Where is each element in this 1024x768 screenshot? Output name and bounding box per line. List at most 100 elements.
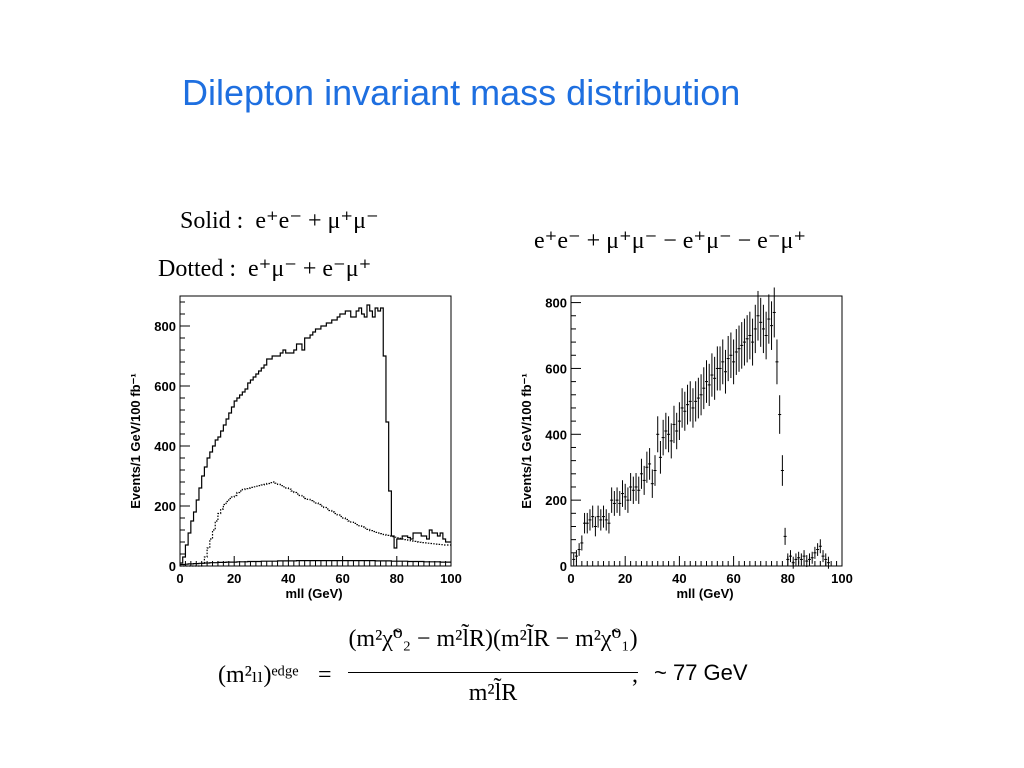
data-point [615, 487, 619, 513]
plot-frame [570, 295, 843, 567]
data-point [675, 412, 679, 450]
data-point [686, 384, 690, 425]
data-point [710, 353, 714, 397]
data-point [767, 294, 771, 344]
y-tick-label: 0 [169, 559, 176, 574]
data-point [715, 346, 719, 391]
data-point [789, 550, 793, 563]
data-point [770, 301, 774, 350]
data-point [764, 311, 768, 360]
data-point [756, 290, 760, 341]
data-point [661, 419, 665, 456]
data-point [702, 367, 706, 410]
data-point [691, 388, 695, 428]
data-point [658, 440, 662, 474]
legend-solid-label: Solid : [180, 208, 244, 234]
data-point [751, 318, 755, 366]
data-point [813, 546, 817, 559]
data-point [629, 473, 633, 501]
data-point [824, 553, 828, 566]
x-tick-label: 20 [618, 571, 632, 586]
y-tick-label: 600 [154, 379, 176, 394]
y-tick-label: 800 [154, 319, 176, 334]
data-point [596, 505, 600, 528]
x-tick-label: 40 [281, 571, 295, 586]
x-tick-label: 0 [567, 571, 574, 586]
data-point [610, 487, 614, 513]
data-point [807, 553, 811, 566]
data-point [775, 339, 779, 385]
data-point [669, 423, 673, 459]
data-point [642, 465, 646, 495]
formula-fraction-bar [348, 672, 638, 673]
data-point [577, 543, 581, 556]
x-tick-label: 60 [335, 571, 349, 586]
data-point [680, 388, 684, 428]
data-point [607, 512, 611, 534]
data-point [580, 535, 584, 551]
data-point [726, 335, 730, 382]
data-point [672, 405, 676, 444]
x-tick-label: 80 [390, 571, 404, 586]
x-tick-label: 100 [440, 571, 462, 586]
data-point [826, 556, 830, 569]
data-point [696, 377, 700, 419]
data-point [591, 505, 595, 528]
data-point [786, 553, 790, 566]
data-point [574, 550, 578, 563]
y-axis-label: Events/1 GeV/100 fb⁻¹ [519, 373, 534, 508]
data-point [645, 451, 649, 483]
y-tick-label: 400 [154, 439, 176, 454]
data-point [761, 304, 765, 354]
data-point [572, 553, 576, 566]
x-tick-label: 60 [726, 571, 740, 586]
legend-difference-expr: e⁺e⁻ + μ⁺μ⁻ − e⁺μ⁻ − e⁻μ⁺ [534, 228, 807, 254]
data-point [818, 539, 822, 554]
legend-dotted-label: Dotted : [158, 256, 236, 282]
data-point [705, 360, 708, 403]
data-point [734, 329, 738, 375]
series-line-dotted [180, 481, 451, 567]
x-tick-label: 0 [176, 571, 183, 586]
data-point [694, 381, 698, 422]
x-tick-label: 20 [227, 571, 241, 586]
data-point [718, 346, 722, 391]
data-point [599, 509, 603, 531]
data-point [805, 555, 809, 568]
data-point [707, 363, 711, 407]
data-point [721, 339, 725, 385]
y-axis-label: Events/1 GeV/100 fb⁻¹ [128, 373, 143, 508]
legend-solid-expr: e⁺e⁻ + μ⁺μ⁻ [255, 208, 379, 234]
data-point [780, 455, 784, 486]
data-point [723, 349, 727, 394]
data-point [612, 491, 616, 516]
data-point [623, 483, 627, 510]
data-point [650, 469, 654, 498]
data-point [653, 455, 657, 486]
data-point [778, 395, 782, 434]
data-point [713, 356, 717, 400]
series-line-solid [180, 304, 451, 564]
data-point [759, 297, 763, 347]
data-point [732, 339, 736, 385]
data-point [745, 315, 749, 363]
data-point [639, 458, 643, 489]
formula-denominator: m²l̃R [468, 680, 518, 706]
y-tick-label: 400 [545, 427, 567, 442]
data-point [729, 332, 733, 379]
data-point [810, 551, 814, 564]
data-point [631, 476, 635, 504]
data-point [748, 311, 752, 360]
data-point [620, 480, 624, 507]
data-point [688, 381, 692, 422]
legend-dotted: Dotted : e⁺μ⁻ + e⁻μ⁺ [158, 254, 371, 283]
legend-solid: Solid : e⁺e⁻ + μ⁺μ⁻ [180, 206, 379, 235]
data-point [604, 509, 608, 531]
data-point [683, 391, 687, 431]
y-tick-label: 600 [545, 361, 567, 376]
data-point [656, 416, 660, 453]
legend-difference: e⁺e⁻ + μ⁺μ⁻ − e⁺μ⁻ − e⁻μ⁺ [534, 226, 806, 255]
y-tick-label: 200 [545, 493, 567, 508]
data-point [585, 512, 589, 534]
